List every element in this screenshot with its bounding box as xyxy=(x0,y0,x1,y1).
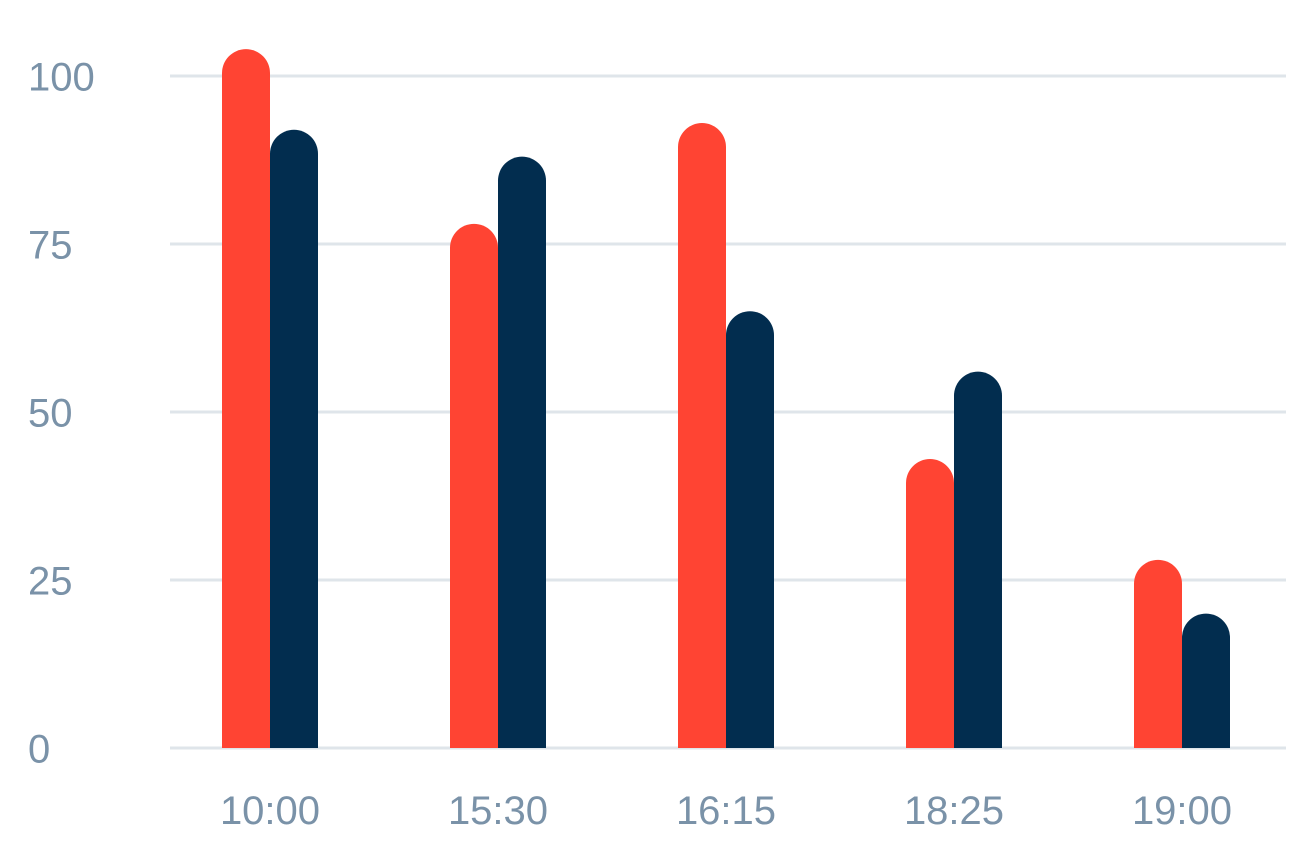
bar-1825-series-1 xyxy=(906,459,954,748)
bar-1615-series-2 xyxy=(726,311,774,748)
bar-1900-series-2 xyxy=(1182,613,1230,748)
x-axis-ticks: 10:00 15:30 16:15 18:25 19:00 xyxy=(220,789,1232,833)
bar-1530-series-2 xyxy=(498,156,546,748)
x-tick-label: 16:15 xyxy=(676,789,776,833)
y-tick-label: 50 xyxy=(28,392,73,436)
y-tick-label: 0 xyxy=(28,728,50,772)
x-tick-label: 19:00 xyxy=(1132,789,1232,833)
bar-1000-series-1 xyxy=(222,49,270,749)
bars xyxy=(222,49,1230,749)
x-tick-label: 10:00 xyxy=(220,789,320,833)
bar-1825-series-2 xyxy=(954,371,1002,748)
y-axis-ticks: 0 25 50 75 100 xyxy=(28,56,95,772)
y-tick-label: 75 xyxy=(28,224,73,268)
bar-1530-series-1 xyxy=(450,223,498,749)
bar-1615-series-1 xyxy=(678,123,726,749)
bar-1900-series-1 xyxy=(1134,559,1182,748)
y-tick-label: 100 xyxy=(28,56,95,100)
bar-1000-series-2 xyxy=(270,129,318,748)
x-tick-label: 15:30 xyxy=(448,789,548,833)
y-tick-label: 25 xyxy=(28,560,73,604)
x-tick-label: 18:25 xyxy=(904,789,1004,833)
